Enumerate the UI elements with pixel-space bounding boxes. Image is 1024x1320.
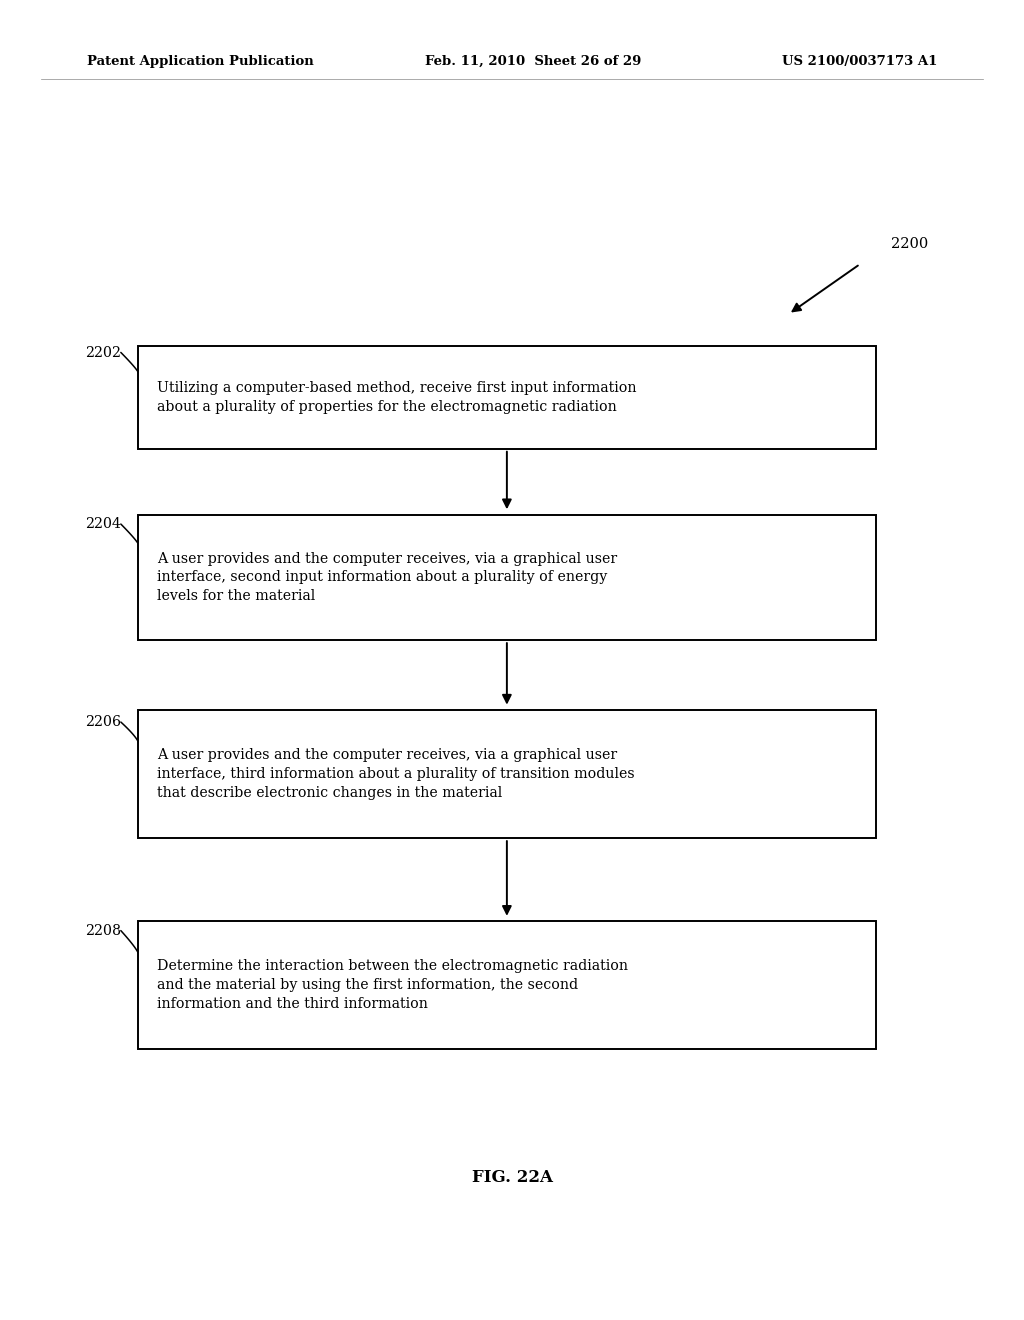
Bar (138, 921, 876, 1049)
Text: US 2100/0037173 A1: US 2100/0037173 A1 (781, 55, 937, 67)
Text: A user provides and the computer receives, via a graphical user
interface, third: A user provides and the computer receive… (157, 748, 634, 800)
Text: 2200: 2200 (891, 236, 928, 251)
Bar (138, 346, 876, 449)
Text: Determine the interaction between the electromagnetic radiation
and the material: Determine the interaction between the el… (157, 960, 628, 1011)
Text: 2202: 2202 (85, 346, 121, 360)
Text: Utilizing a computer-based method, receive first input information
about a plura: Utilizing a computer-based method, recei… (157, 381, 636, 413)
Text: A user provides and the computer receives, via a graphical user
interface, secon: A user provides and the computer receive… (157, 552, 616, 603)
Text: 2204: 2204 (85, 517, 121, 532)
Text: 2208: 2208 (85, 924, 121, 939)
Bar (138, 710, 876, 838)
Text: Patent Application Publication: Patent Application Publication (87, 55, 313, 67)
Text: Feb. 11, 2010  Sheet 26 of 29: Feb. 11, 2010 Sheet 26 of 29 (425, 55, 641, 67)
Text: 2206: 2206 (85, 715, 121, 730)
Bar (138, 515, 876, 640)
Text: FIG. 22A: FIG. 22A (471, 1170, 553, 1185)
